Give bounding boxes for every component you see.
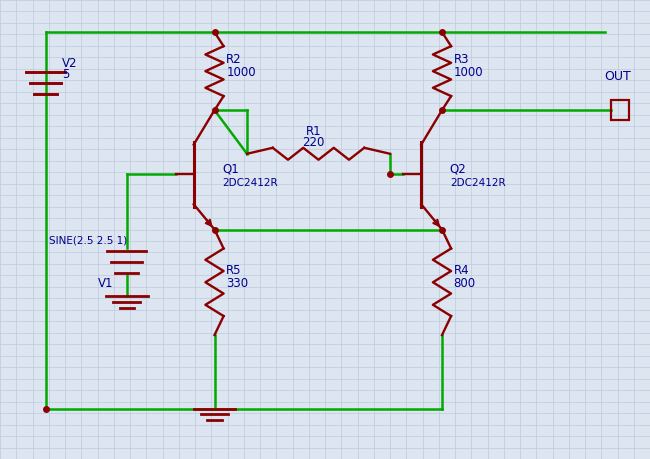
Text: R5: R5 xyxy=(226,264,242,277)
Text: 800: 800 xyxy=(454,277,476,290)
Text: 2DC2412R: 2DC2412R xyxy=(450,178,506,188)
Bar xyxy=(611,100,629,120)
Text: R2: R2 xyxy=(226,53,242,66)
Text: V2: V2 xyxy=(62,56,77,70)
Text: OUT: OUT xyxy=(604,70,631,84)
Text: Q1: Q1 xyxy=(222,162,239,175)
Text: R1: R1 xyxy=(306,125,321,139)
Text: SINE(2.5 2.5 1): SINE(2.5 2.5 1) xyxy=(49,235,127,245)
Text: 330: 330 xyxy=(226,277,248,290)
Text: 5: 5 xyxy=(62,68,69,81)
Text: 1000: 1000 xyxy=(454,66,484,79)
Text: R3: R3 xyxy=(454,53,469,66)
Text: V1: V1 xyxy=(98,277,113,290)
Text: Q2: Q2 xyxy=(450,162,467,175)
Text: R4: R4 xyxy=(454,264,469,277)
Text: 2DC2412R: 2DC2412R xyxy=(222,178,278,188)
Text: 220: 220 xyxy=(302,135,324,149)
Text: 1000: 1000 xyxy=(226,66,256,79)
